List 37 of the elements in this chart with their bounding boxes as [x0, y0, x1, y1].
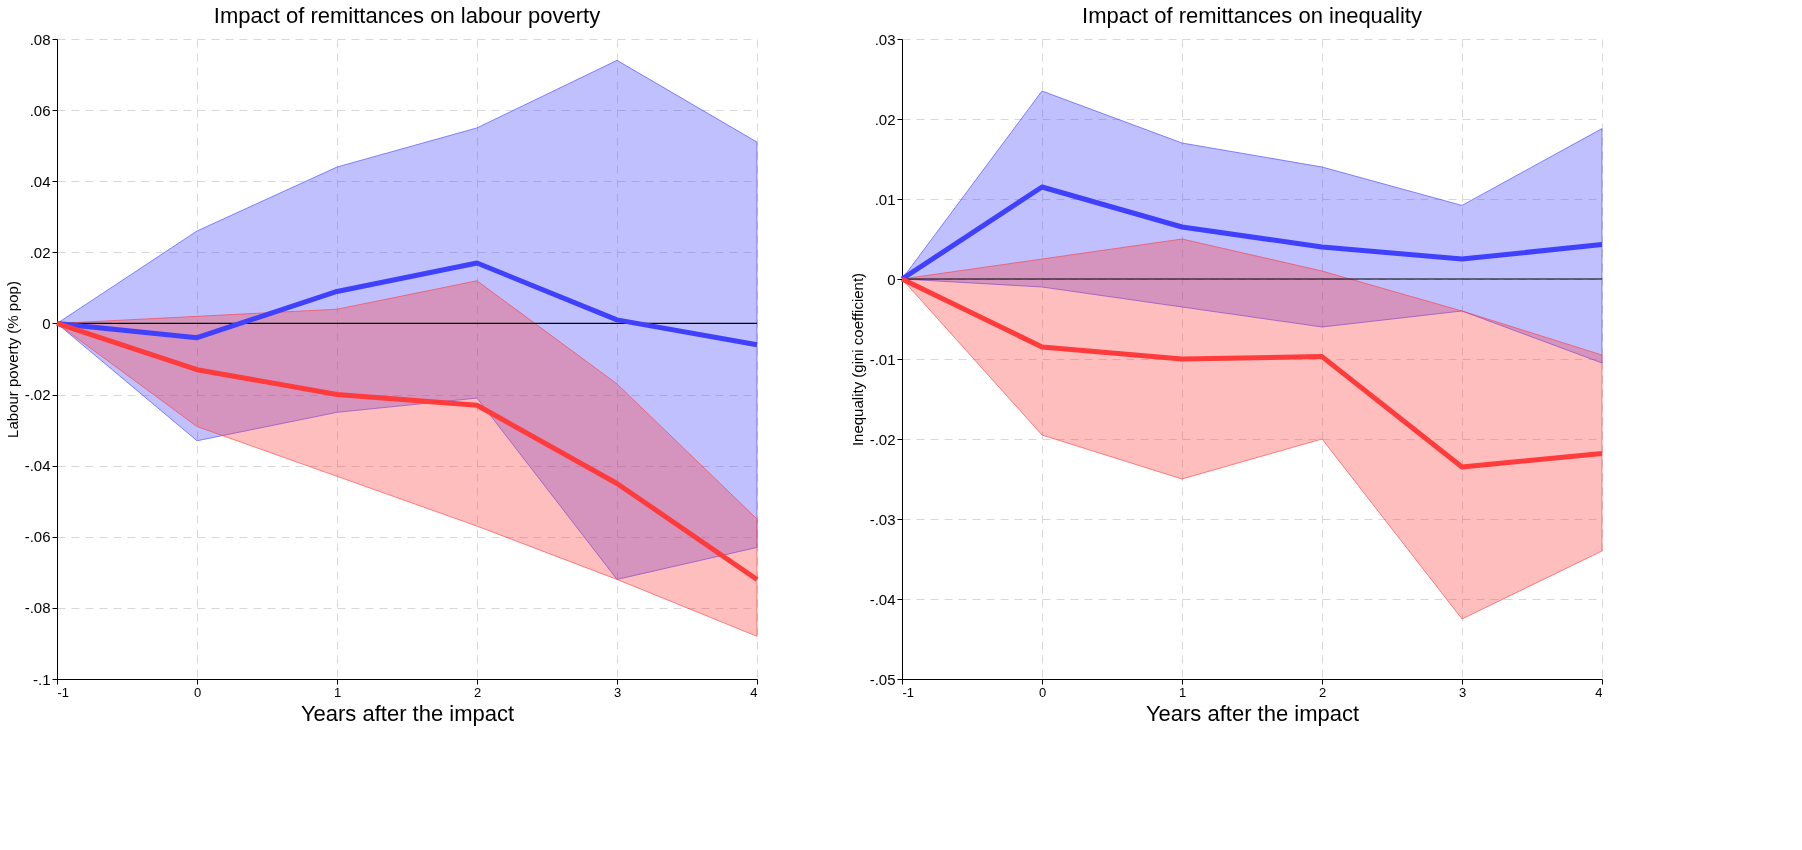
x-tick-label: 1 [1178, 684, 1187, 700]
y-tick-label: .03 [874, 30, 896, 48]
x-tick-label: 2 [473, 684, 482, 700]
y-tick-label: -.04 [24, 457, 51, 475]
x-tick-label: 0 [1038, 684, 1047, 700]
chart-title: Impact of remittances on labour poverty [213, 3, 601, 28]
y-tick-label: .01 [874, 190, 896, 208]
y-tick-label: .08 [29, 30, 51, 48]
y-tick-label: -.04 [869, 590, 896, 608]
x-axis-title: Years after the impact [300, 700, 515, 726]
x-tick-label: 3 [613, 684, 622, 700]
x-tick-label: 3 [1458, 684, 1467, 700]
y-tick-label: .06 [29, 101, 51, 119]
chart-title: Impact of remittances on inequality [1082, 3, 1422, 28]
x-tick-label: 4 [750, 684, 758, 700]
x-tick-label: -1 [902, 684, 915, 700]
x-tick-label: -1 [57, 684, 70, 700]
y-tick-label: -.06 [24, 528, 51, 546]
y-tick-label: -.03 [869, 510, 896, 528]
y-tick-label: -.05 [869, 670, 896, 688]
y-tick-label: 0 [42, 314, 51, 332]
y-tick-label: -.02 [24, 386, 51, 404]
y-tick-label: .02 [874, 110, 896, 128]
x-axis-title: Years after the impact [1145, 700, 1360, 726]
y-axis-title: Inequality (gini coefficient) [848, 272, 866, 447]
x-tick-label: 0 [193, 684, 202, 700]
y-tick-label: .02 [29, 243, 51, 261]
y-tick-label: -.02 [869, 430, 896, 448]
x-tick-label: 1 [333, 684, 342, 700]
y-tick-label: -.1 [32, 670, 51, 688]
y-tick-label: 0 [887, 270, 896, 288]
y-tick-label: -.08 [24, 599, 51, 617]
y-tick-label: -.01 [869, 350, 896, 368]
y-tick-label: .04 [29, 172, 51, 190]
x-tick-label: 4 [1595, 684, 1603, 700]
x-tick-label: 2 [1318, 684, 1327, 700]
y-axis-title: Labour poverty (% pop) [3, 281, 21, 438]
